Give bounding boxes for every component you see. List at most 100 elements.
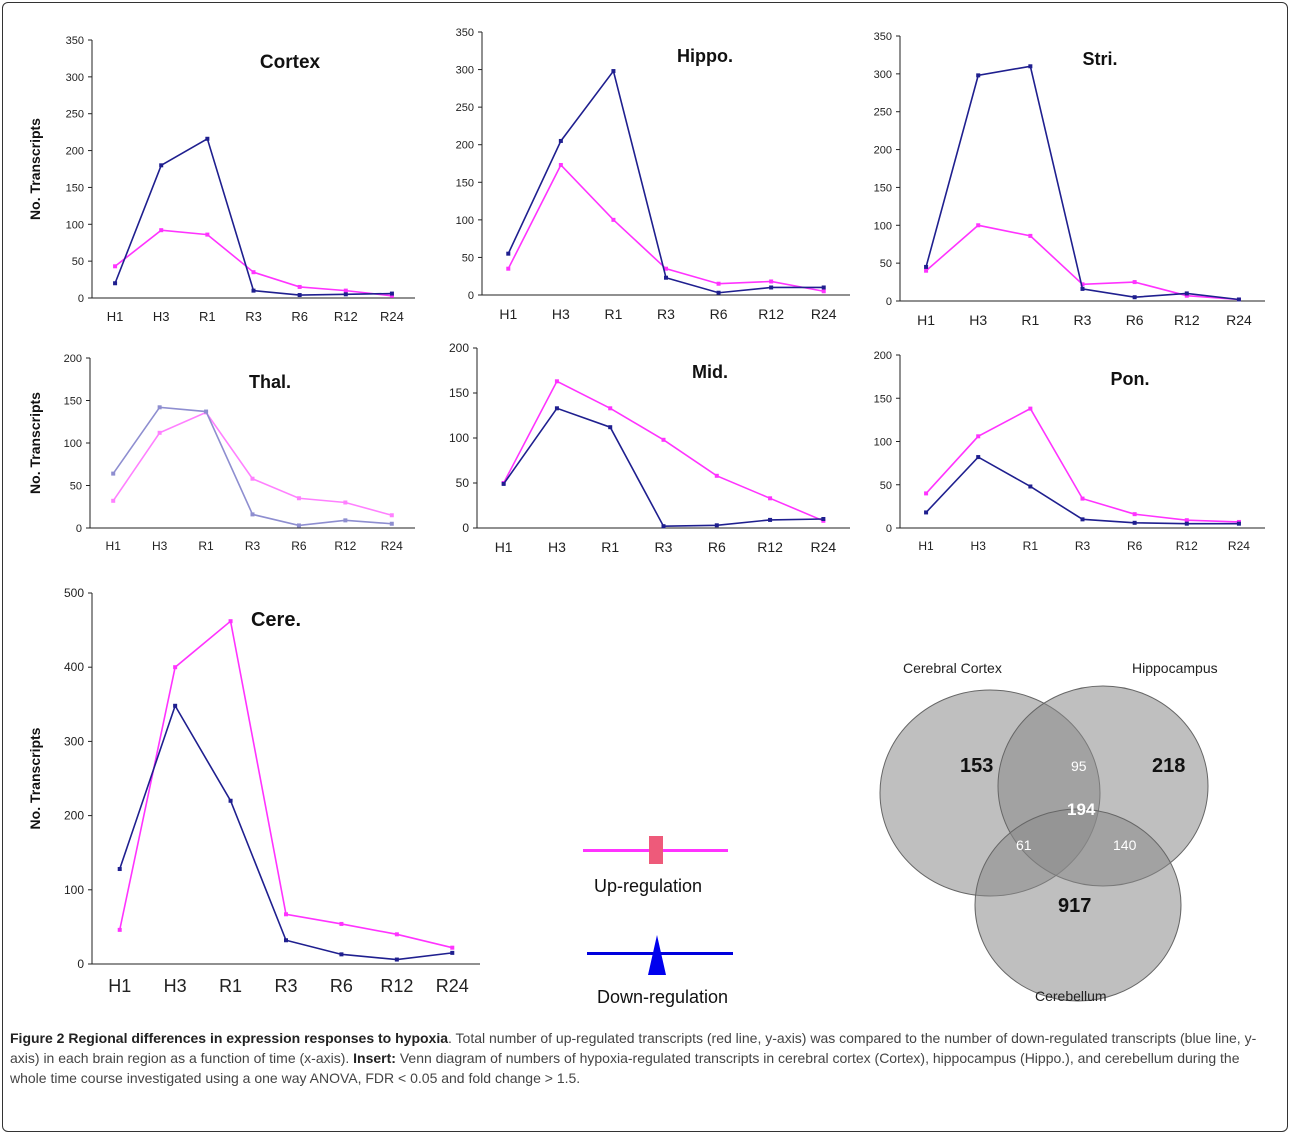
data-point-up [661,437,666,442]
series-line-down [118,703,453,961]
data-point-up [450,945,455,950]
data-point-down [394,957,399,962]
venn-label-hippo: Hippocampus [1132,660,1218,676]
y-tick-label: 0 [886,523,892,535]
data-point-down [821,517,826,521]
x-tick-label: R12 [758,306,784,322]
y-tick-label: 200 [64,353,82,365]
data-point-up [284,912,288,917]
data-point-up [394,932,399,937]
data-point-up [611,217,616,222]
data-point-down [1080,286,1085,291]
data-point-down [1028,64,1033,69]
x-tick-label: R1 [1023,539,1039,553]
x-tick-label: R1 [601,539,619,555]
y-tick-label: 0 [77,957,84,971]
data-point-down [664,275,668,280]
data-point-up [554,379,559,384]
data-point-up [117,927,122,932]
y-tick-label: 300 [64,734,84,748]
x-tick-label: R6 [710,306,728,322]
x-tick-label: H1 [917,312,935,328]
data-point-up [111,498,116,503]
data-point-down [554,406,559,411]
venn-value-cortex-cere: 61 [1016,837,1032,853]
x-tick-label: H3 [548,539,566,555]
x-tick-label: H3 [971,539,987,553]
chart-title: Cere. [251,609,301,631]
data-point-up [343,288,348,293]
chart-title: Thal. [249,372,291,392]
caption-insert-label: Insert: [353,1050,396,1066]
venn-value-cortex-only: 153 [960,755,994,777]
data-point-up [389,293,394,298]
y-tick-label: 50 [880,258,892,270]
x-tick-label: R1 [198,539,214,553]
x-tick-label: R6 [291,539,307,553]
data-point-up [769,279,774,284]
data-point-up [250,476,255,481]
data-point-down [924,264,929,269]
y-tick-label: 0 [78,293,84,305]
x-tick-label: R1 [199,309,216,324]
data-point-up [159,228,164,233]
data-point-up [558,163,563,168]
y-tick-label: 150 [456,177,474,189]
data-point-down [297,293,302,298]
figure-caption: Figure 2 Regional differences in express… [10,1028,1276,1088]
y-tick-label: 200 [66,146,84,158]
data-point-up [1080,282,1085,287]
venn-value-cortex-hippo: 95 [1071,758,1087,774]
data-point-up [296,496,301,501]
series-line-down [925,456,1239,525]
y-tick-label: 400 [64,660,84,674]
series-line-up [502,380,824,522]
y-axis-label: No. Transcripts [27,118,43,220]
caption-title: Figure 2 Regional differences in express… [10,1030,449,1046]
series-line-up [507,163,824,293]
chart-mid: 0 50 100 150 200 H1 H3 R1 R3 R6 R12 R24 Mid. [449,341,850,555]
y-tick-label: 100 [64,883,84,897]
x-tick-label: R24 [436,976,469,996]
data-point-up [1184,293,1189,298]
series-line-up [118,619,453,949]
x-tick-label: H1 [499,306,517,322]
data-point-down [1184,291,1189,296]
data-point-up [389,513,394,518]
venn-value-hippo-cere: 140 [1113,837,1137,853]
data-point-down [714,523,719,528]
x-tick-label: R6 [291,309,308,324]
legend-up-marker [649,836,663,864]
x-tick-label: R3 [1074,312,1092,328]
data-point-down [157,405,162,410]
x-tick-label: R24 [381,539,403,553]
y-tick-label: 0 [468,290,474,302]
data-point-up [1132,512,1137,517]
data-point-down [113,281,118,286]
data-point-up [297,284,302,289]
x-tick-label: R12 [334,309,358,324]
data-point-down [501,481,506,486]
data-point-down [343,518,348,523]
data-point-up [924,491,929,496]
x-tick-label: R6 [330,976,353,996]
y-tick-label: 350 [66,35,84,47]
data-point-down [296,523,301,528]
chart-title: Hippo. [677,46,733,66]
data-point-up [768,496,773,501]
y-tick-label: 100 [874,437,892,449]
data-point-down [976,455,981,460]
x-tick-label: R12 [1174,312,1200,328]
data-point-down [1132,520,1137,525]
series-line-up [925,407,1239,523]
data-point-down [924,510,929,515]
x-tick-label: R3 [655,539,673,555]
x-tick-label: R24 [1226,312,1252,328]
series-line-down [507,69,824,294]
data-point-up [1132,280,1137,285]
data-point-up [924,268,929,273]
chart-title: Pon. [1111,369,1150,389]
chart-title: Stri. [1082,49,1117,69]
data-point-up [205,232,210,237]
data-point-down [769,285,774,290]
